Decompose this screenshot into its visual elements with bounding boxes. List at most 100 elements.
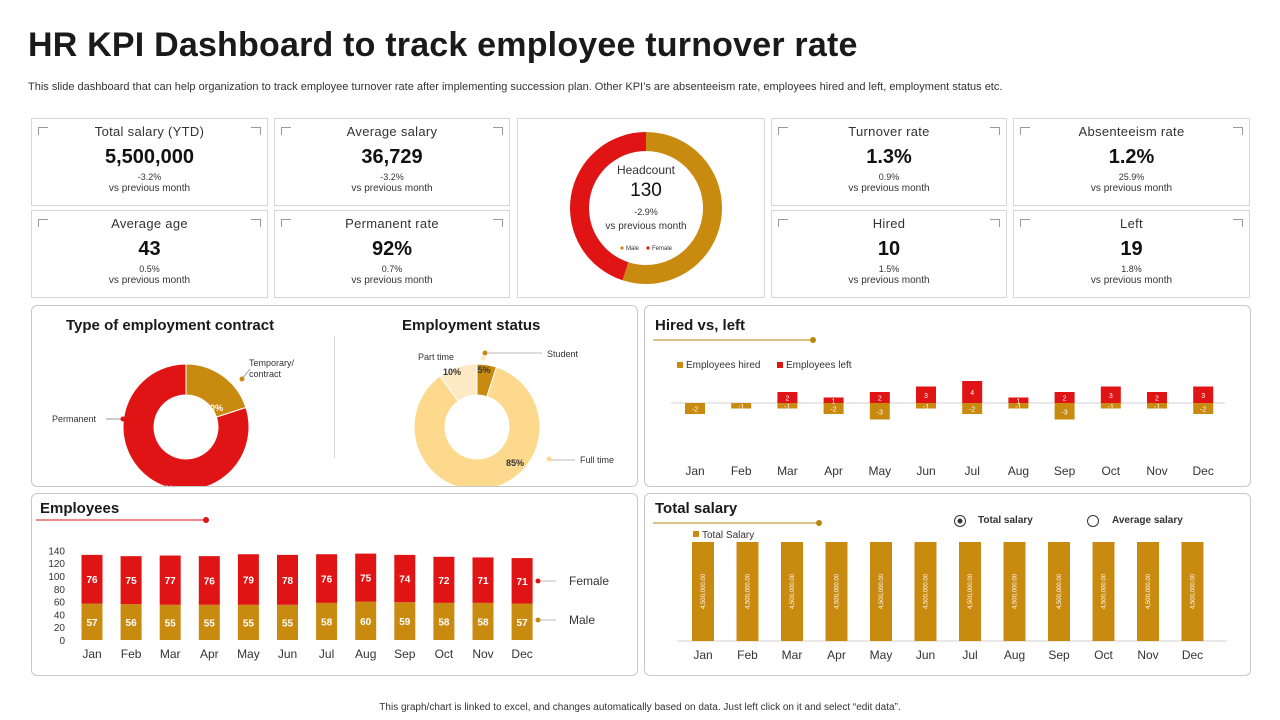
label-temporary-2: contract: [249, 369, 282, 379]
y-tick-label: 40: [54, 610, 66, 621]
kpi-value: 92%: [371, 238, 413, 260]
slice-label-full-time: 85%: [506, 458, 524, 468]
x-tick-label: Aug: [1004, 648, 1025, 662]
x-tick-label: Apr: [824, 464, 843, 478]
page-title: HR KPI Dashboard to track employee turno…: [28, 26, 858, 64]
bar-total-salary: [1048, 542, 1070, 641]
kpi-vs: vs previous month: [108, 183, 191, 194]
radio-label-average[interactable]: Average salary: [1112, 515, 1183, 526]
bar-hired-label: -1: [784, 404, 790, 411]
bar-total-salary: [825, 542, 848, 641]
bar-female-label: 77: [165, 576, 177, 587]
total-salary-radio[interactable]: Total salary: [954, 515, 1034, 527]
bar-left-label: 3: [1201, 393, 1205, 400]
average-salary-radio[interactable]: Average salary: [1087, 515, 1184, 527]
bar-male-label: 55: [243, 618, 255, 629]
headcount-chart: Headcount 130 -2.9% vs previous month Ma…: [570, 132, 722, 284]
contract-status-panel: Type of employment contract Employment s…: [31, 305, 638, 487]
bar-female: [237, 554, 259, 605]
series-label-male: Male: [569, 613, 595, 627]
x-tick-label: Dec: [511, 647, 532, 661]
bar-male-label: 59: [399, 617, 411, 628]
bar-hired: [777, 403, 798, 409]
kpi-label: Hired: [872, 216, 906, 231]
y-tick-label: 20: [54, 623, 66, 634]
female-pointer-dot: [535, 578, 541, 584]
kpi-change: 0.9%: [878, 172, 900, 182]
label-permanent: Permanent: [52, 414, 97, 424]
bar-female-label: 72: [438, 576, 450, 587]
bar-total-salary: [959, 542, 981, 641]
bar-male: [433, 602, 455, 640]
x-tick-label: Nov: [1146, 464, 1167, 478]
bar-hired: [731, 403, 752, 409]
kpi-label: Average age: [111, 216, 188, 231]
x-tick-label: Jan: [82, 647, 101, 661]
bar-hired: [1147, 403, 1167, 409]
bar-hired-label: -2: [969, 407, 975, 414]
bar-male-label: 58: [477, 617, 489, 628]
bar-hired: [1054, 403, 1075, 420]
headcount-label: Headcount: [617, 163, 676, 177]
bar-left-label: 3: [924, 393, 928, 400]
bar-male-label: 57: [517, 618, 529, 629]
corner-tick: [38, 127, 48, 135]
bar-total-salary: [781, 542, 803, 641]
kpi-hired: Hired 10 1.5% vs previous month: [771, 210, 1007, 298]
radio-unselected[interactable]: [1087, 515, 1099, 527]
x-tick-label: Mar: [160, 647, 181, 661]
x-tick-label: May: [870, 648, 893, 662]
label-part-time: Part time: [418, 352, 454, 362]
kpi-change: -3.2%: [380, 172, 404, 182]
x-tick-label: Mar: [777, 464, 798, 478]
leader-dot-temporary: [239, 376, 245, 382]
bar-hired-label: -2: [830, 407, 836, 414]
legend-swatch-left: [777, 362, 783, 368]
legend-swatch-male: [620, 246, 624, 250]
bar-left-label: 2: [878, 396, 882, 403]
bar-total-salary-label: 4,500,000.00: [1013, 573, 1019, 609]
kpi-average-salary: Average salary 36,729 -3.2% vs previous …: [274, 118, 510, 206]
title-underline-dot: [203, 517, 209, 523]
kpi-value: 10: [877, 238, 901, 260]
x-tick-label: Jun: [916, 464, 935, 478]
headcount-value: 130: [630, 180, 662, 201]
bar-female: [198, 556, 220, 605]
x-tick-label: Jan: [693, 648, 712, 662]
bar-female-label: 71: [517, 577, 529, 588]
bar-male: [237, 604, 259, 640]
label-temporary: Temporary/: [249, 358, 295, 368]
x-tick-label: Jul: [962, 648, 977, 662]
legend-male: Male: [626, 246, 640, 252]
kpi-change: 1.8%: [1121, 264, 1142, 274]
bar-total-salary-label: 4,500,000.00: [879, 573, 885, 609]
bar-male: [472, 602, 494, 640]
footer-note: This graph/chart is linked to excel, and…: [379, 702, 901, 713]
bar-left-label: 4: [970, 390, 974, 397]
kpi-label: Absenteeism rate: [1078, 124, 1185, 139]
bar-male: [355, 601, 377, 640]
bar-hired: [823, 403, 844, 414]
bar-hired: [916, 403, 936, 409]
radio-label-total[interactable]: Total salary: [978, 515, 1033, 526]
bar-left: [962, 381, 983, 403]
kpi-turnover-rate: Turnover rate 1.3% 0.9% vs previous mont…: [771, 118, 1007, 206]
bar-total-salary-label: 4,500,000.00: [924, 573, 930, 609]
corner-tick: [493, 127, 503, 135]
bar-left: [1008, 397, 1029, 403]
bar-left: [1193, 386, 1214, 403]
kpi-vs: vs previous month: [351, 275, 433, 286]
bar-hired-label: -1: [1108, 404, 1114, 411]
corner-tick: [1233, 219, 1243, 227]
y-tick-label: 60: [54, 598, 66, 609]
bar-female: [277, 554, 298, 605]
slice-permanent: [122, 363, 250, 486]
bar-total-salary-label: 4,500,000.00: [1102, 573, 1108, 609]
bar-left: [823, 397, 844, 403]
x-tick-label: Oct: [435, 647, 454, 661]
bar-female-label: 79: [243, 576, 255, 587]
corner-tick: [281, 127, 291, 135]
bar-male: [277, 604, 298, 640]
kpi-total-salary: Total salary (YTD) 5,500,000 -3.2% vs pr…: [31, 118, 268, 206]
